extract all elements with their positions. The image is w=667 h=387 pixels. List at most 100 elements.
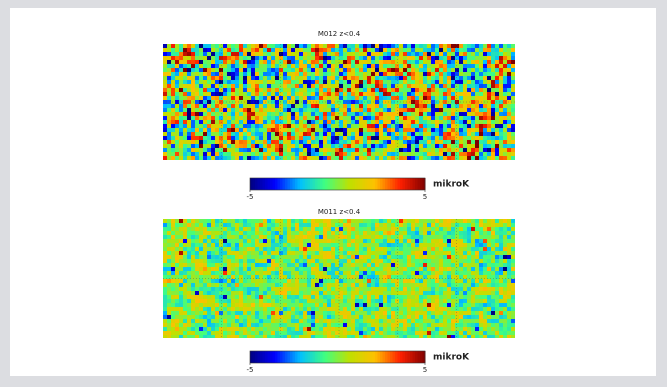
map-pixel [299,251,303,255]
map-pixel [355,299,359,303]
map-pixel [455,267,459,271]
map-pixel [451,279,455,283]
map-pixel [243,279,247,283]
map-pixel [503,80,507,84]
map-pixel [343,84,347,88]
map-pixel [499,279,503,283]
map-pixel [395,243,399,247]
map-pixel [179,148,183,152]
map-pixel [291,283,295,287]
map-pixel [319,283,323,287]
map-pixel [239,124,243,128]
map-pixel [471,140,475,144]
map-pixel [343,68,347,72]
map-pixel [267,156,271,160]
map-pixel [327,44,331,48]
map-pixel [195,239,199,243]
map-pixel [343,319,347,323]
map-pixel [327,108,331,112]
map-pixel [323,299,327,303]
map-pixel [287,148,291,152]
map-pixel [391,275,395,279]
map-pixel [247,128,251,132]
map-pixel [411,251,415,255]
map-pixel [423,112,427,116]
map-pixel [307,100,311,104]
map-pixel [459,84,463,88]
map-pixel [339,112,343,116]
map-pixel [299,144,303,148]
map-pixel [507,219,511,223]
map-pixel [167,44,171,48]
map-pixel [227,64,231,68]
map-pixel [407,219,411,223]
map-pixel [487,64,491,68]
map-pixel [331,88,335,92]
map-pixel [491,48,495,52]
map-pixel [263,136,267,140]
map-pixel [443,124,447,128]
map-pixel [183,76,187,80]
map-pixel [223,156,227,160]
map-pixel [175,307,179,311]
map-pixel [255,116,259,120]
map-pixel [339,80,343,84]
map-pixel [259,303,263,307]
colorbar-segment [410,178,413,190]
map-pixel [279,247,283,251]
map-pixel [439,219,443,223]
map-pixel [267,64,271,68]
map-pixel [351,72,355,76]
map-pixel [291,140,295,144]
map-pixel [259,311,263,315]
map-pixel [275,120,279,124]
map-pixel [255,76,259,80]
map-pixel [479,68,483,72]
map-pixel [479,259,483,263]
map-pixel [503,56,507,60]
map-pixel [327,80,331,84]
map-pixel [379,104,383,108]
map-pixel [323,44,327,48]
map-pixel [315,124,319,128]
map-pixel [443,291,447,295]
map-pixel [363,108,367,112]
map-pixel [355,148,359,152]
map-pixel [167,64,171,68]
map-pixel [423,259,427,263]
map-pixel [455,231,459,235]
map-pixel [199,263,203,267]
map-pixel [303,255,307,259]
map-pixel [231,148,235,152]
map-pixel [375,156,379,160]
map-pixel [379,124,383,128]
map-pixel [487,156,491,160]
map-pixel [211,267,215,271]
map-pixel [339,319,343,323]
map-pixel [299,287,303,291]
map-pixel [443,112,447,116]
map-pixel [351,303,355,307]
map-pixel [407,259,411,263]
map-pixel [455,128,459,132]
map-pixel [351,255,355,259]
map-pixel [283,144,287,148]
map-pixel [431,295,435,299]
map-pixel [239,80,243,84]
map-pixel [183,156,187,160]
map-pixel [251,132,255,136]
map-pixel [187,311,191,315]
map-pixel [307,44,311,48]
map-pixel [363,243,367,247]
colorbar-segment [267,178,271,190]
map-pixel [483,287,487,291]
map-pixel [495,315,499,319]
map-pixel [419,88,423,92]
map-pixel [507,136,511,140]
map-pixel [327,64,331,68]
map-pixel [375,48,379,52]
map-pixel [483,104,487,108]
map-pixel [179,303,183,307]
map-pixel [167,255,171,259]
map-pixel [243,72,247,76]
